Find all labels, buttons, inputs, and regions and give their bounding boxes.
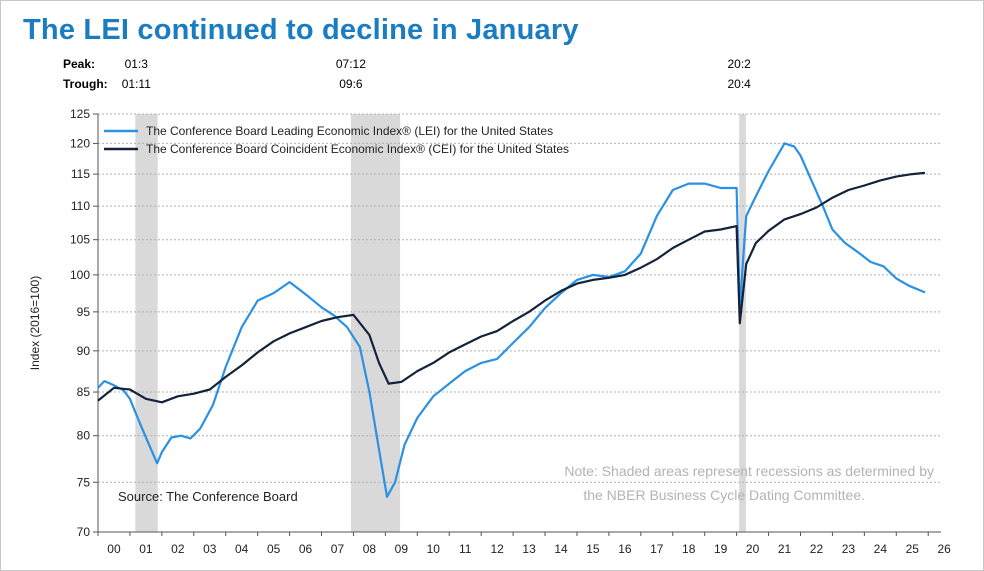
cei-line [97, 171, 926, 404]
x-tick-label: 24 [874, 542, 888, 556]
peak-date-1: 01:3 [125, 57, 149, 71]
y-tick-label: 70 [77, 525, 91, 539]
y-tick-label: 80 [77, 429, 91, 443]
x-tick-label: 03 [203, 542, 217, 556]
trough-label: Trough: [63, 77, 108, 91]
recession-band-2 [350, 114, 401, 532]
gridlines [98, 113, 941, 483]
x-tick-label: 14 [554, 542, 568, 556]
x-tick-label: 13 [522, 542, 536, 556]
legend-cei-label: The Conference Board Coincident Economic… [146, 142, 569, 156]
source-note: Source: The Conference Board [118, 489, 298, 504]
y-tick-label: 90 [77, 344, 91, 358]
y-axis-ticks: 70 75 80 85 90 95 100 105 110 115 120 125 [70, 107, 98, 539]
lei-line [97, 142, 926, 498]
y-tick-label: 95 [77, 305, 91, 319]
recession-band-3 [739, 114, 746, 532]
x-tick-label: 12 [490, 542, 504, 556]
x-tick-label: 16 [618, 542, 632, 556]
y-tick-label: 105 [70, 233, 90, 247]
x-tick-label: 20 [746, 542, 760, 556]
note-line-1: Note: Shaded areas represent recessions … [564, 463, 934, 479]
peak-label: Peak: [63, 57, 95, 71]
x-tick-label: 23 [842, 542, 856, 556]
recession-band-1 [135, 114, 158, 532]
x-tick-label: 00 [107, 542, 121, 556]
x-tick-label: 21 [778, 542, 792, 556]
x-axis-ticks: 00 01 02 03 04 05 06 07 08 09 10 11 12 13 14 15 16 17 18 19… [97, 532, 952, 556]
x-tick-label: 07 [331, 542, 345, 556]
x-tick-label: 05 [267, 542, 281, 556]
peak-date-3: 20:2 [728, 57, 752, 71]
trough-date-2: 09:6 [339, 77, 363, 91]
page-title: The LEI continued to decline in January [23, 14, 579, 46]
x-tick-label: 26 [938, 542, 952, 556]
y-tick-label: 85 [77, 385, 91, 399]
y-tick-label: 115 [71, 167, 90, 181]
y-tick-label: 125 [70, 107, 90, 121]
x-tick-label: 11 [459, 542, 472, 556]
legend-lei-label: The Conference Board Leading Economic In… [146, 124, 553, 138]
y-axis-title: Index (2016=100) [28, 276, 42, 370]
x-tick-label: 18 [682, 542, 696, 556]
x-tick-label: 09 [395, 542, 409, 556]
peak-date-2: 07:12 [336, 57, 366, 71]
x-tick-label: 04 [235, 542, 249, 556]
x-tick-label: 25 [906, 542, 920, 556]
x-tick-label: 01 [139, 542, 153, 556]
x-tick-label: 17 [650, 542, 664, 556]
x-tick-label: 02 [171, 542, 185, 556]
x-tick-label: 15 [586, 542, 600, 556]
series-lines [97, 142, 926, 498]
y-tick-label: 100 [70, 268, 90, 282]
y-tick-label: 75 [77, 475, 91, 489]
y-tick-label: 110 [71, 199, 90, 213]
x-tick-label: 19 [714, 542, 728, 556]
x-tick-label: 22 [810, 542, 824, 556]
x-tick-label: 08 [363, 542, 377, 556]
y-tick-label: 120 [70, 136, 90, 150]
note-line-2: the NBER Business Cycle Dating Committee… [583, 487, 865, 503]
legend: The Conference Board Leading Economic In… [104, 124, 569, 156]
trough-date-1: 01:11 [122, 77, 151, 91]
x-tick-label: 10 [427, 542, 441, 556]
peak-trough-dates: 01:3 01:11 07:12 09:6 20:2 20:4 [122, 57, 751, 91]
trough-date-3: 20:4 [728, 77, 752, 91]
x-tick-label: 06 [299, 542, 313, 556]
